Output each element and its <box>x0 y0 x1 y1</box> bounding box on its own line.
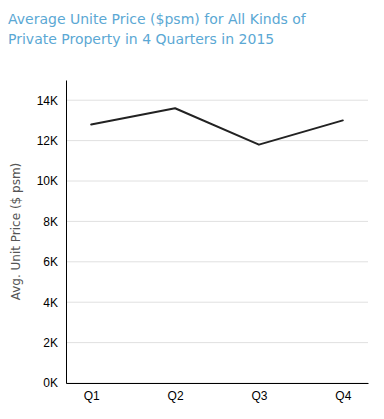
x-tick: Q4 <box>335 383 351 403</box>
y-tick: 4K <box>43 296 66 310</box>
x-tick-label: Q3 <box>251 389 267 403</box>
x-tick: Q1 <box>84 383 100 403</box>
plot: 0K 2K 4K 6K 8K 10K 12K 14K Q1 Q2 Q3 Q4 <box>37 81 369 403</box>
x-tick: Q2 <box>168 383 184 403</box>
grid-line <box>66 221 368 222</box>
grid <box>66 100 368 383</box>
y-tick-label: 0K <box>43 376 58 390</box>
x-axis: Q1 Q2 Q3 Q4 <box>67 383 369 403</box>
y-axis: 0K 2K 4K 6K 8K 10K 12K 14K <box>37 81 67 391</box>
subtitle: Private Property in 4 Quarters in 2015 <box>8 31 274 47</box>
y-tick: 14K <box>37 94 66 108</box>
grid-line <box>66 383 368 384</box>
x-tick: Q3 <box>251 383 267 403</box>
chart: Average Unite Price ($psm) for All Kinds… <box>0 0 384 419</box>
y-axis-line <box>66 81 67 384</box>
y-tick: 10K <box>37 174 66 188</box>
grid-line <box>66 140 368 141</box>
y-tick: 2K <box>43 336 66 350</box>
x-tick-label: Q4 <box>335 389 351 403</box>
y-tick-label: 8K <box>43 215 58 229</box>
grid-line <box>66 261 368 262</box>
grid-line <box>66 302 368 303</box>
y-tick-label: 2K <box>43 336 58 350</box>
x-axis-line <box>67 383 369 384</box>
x-tick-label: Q1 <box>84 389 100 403</box>
y-tick-label: 6K <box>43 255 58 269</box>
y-tick-label: 14K <box>37 94 58 108</box>
x-tick-label: Q2 <box>168 389 184 403</box>
y-tick: 12K <box>37 134 66 148</box>
title: Average Unite Price ($psm) for All Kinds… <box>8 11 307 27</box>
grid-line <box>66 342 368 343</box>
y-tick-label: 4K <box>43 296 58 310</box>
y-tick-label: 10K <box>37 174 58 188</box>
y-tick: 0K <box>43 376 66 390</box>
y-tick-label: 12K <box>37 134 58 148</box>
line <box>91 108 343 144</box>
grid-line <box>66 181 368 182</box>
grid-line <box>66 100 368 101</box>
y-tick: 8K <box>43 215 66 229</box>
y-axis-title: Avg. Unit Price ($ psm) <box>9 163 23 301</box>
marks <box>91 108 343 144</box>
y-tick: 6K <box>43 255 66 269</box>
